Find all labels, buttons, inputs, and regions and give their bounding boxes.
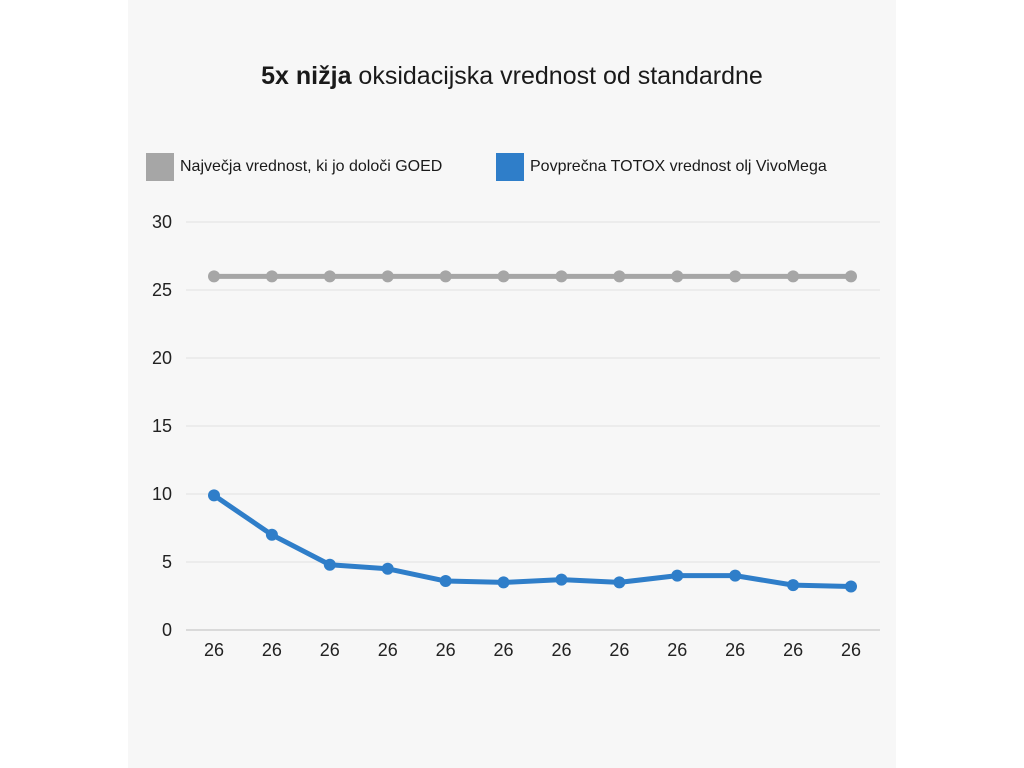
series-1-point [497, 270, 510, 283]
series-2-point [671, 569, 684, 582]
series-1-point [729, 270, 742, 283]
legend-label-vivomega: Povprečna TOTOX vrednost olj VivoMega [530, 158, 827, 175]
x-tick-label: 26 [783, 640, 803, 660]
x-tick-label: 26 [378, 640, 398, 660]
series-1-point [671, 270, 684, 283]
series-1-point [208, 270, 220, 283]
chart-title-bold: 5x nižja [261, 62, 352, 90]
series-1-point [613, 270, 626, 283]
y-tick-label: 30 [152, 212, 172, 232]
series-1-point [439, 270, 452, 283]
series-2-point [613, 576, 626, 589]
series-2-point [497, 576, 510, 589]
x-tick-label: 26 [204, 640, 224, 660]
y-tick-label: 10 [152, 484, 172, 504]
line-chart: 0 5 10 15 20 25 30 26 26 26 26 26 26 26 26 26 26 26 26 [152, 212, 880, 660]
y-tick-label: 25 [152, 280, 172, 300]
x-tick-label: 26 [436, 640, 456, 660]
legend-swatch-goed [146, 153, 174, 181]
legend-item-goed: Največja vrednost, ki jo določi GOED [146, 152, 442, 182]
y-tick-label: 0 [162, 620, 172, 640]
y-tick-label: 5 [162, 552, 172, 572]
series-1-point [323, 270, 336, 283]
x-tick-label: 26 [841, 640, 861, 660]
legend-item-vivomega: Povprečna TOTOX vrednost olj VivoMega [496, 152, 827, 182]
series-1-point [381, 270, 394, 283]
x-tick-label: 26 [725, 640, 745, 660]
series-1-point [555, 270, 568, 283]
x-tick-label: 26 [609, 640, 629, 660]
series-2-point [381, 562, 394, 575]
legend-swatch-vivomega [496, 153, 524, 181]
y-tick-label: 20 [152, 348, 172, 368]
x-tick-label: 26 [667, 640, 687, 660]
series-1-point [787, 270, 800, 283]
series-1-point [265, 270, 278, 283]
x-tick-label: 26 [262, 640, 282, 660]
x-tick-label: 26 [494, 640, 514, 660]
legend-label-goed: Največja vrednost, ki jo določi GOED [180, 158, 443, 175]
chart-card: 5x nižja oksidacijska vrednost od standa… [128, 0, 896, 768]
series-2-point [439, 575, 452, 588]
series-2-point [845, 580, 857, 593]
chart-title-rest: oksidacijska vrednost od standardne [351, 62, 763, 90]
series-2-point [323, 558, 336, 571]
series-2-point [265, 528, 278, 541]
chart-title: 5x nižja oksidacijska vrednost od standa… [128, 61, 896, 91]
y-tick-label: 15 [152, 416, 172, 436]
series-2-point [208, 489, 220, 502]
series-1-point [845, 270, 857, 283]
series-2-point [555, 573, 568, 586]
x-tick-label: 26 [320, 640, 340, 660]
series-2-point [787, 579, 800, 592]
series-2-point [729, 569, 742, 582]
series-line-2 [211, 492, 854, 589]
x-tick-label: 26 [551, 640, 571, 660]
